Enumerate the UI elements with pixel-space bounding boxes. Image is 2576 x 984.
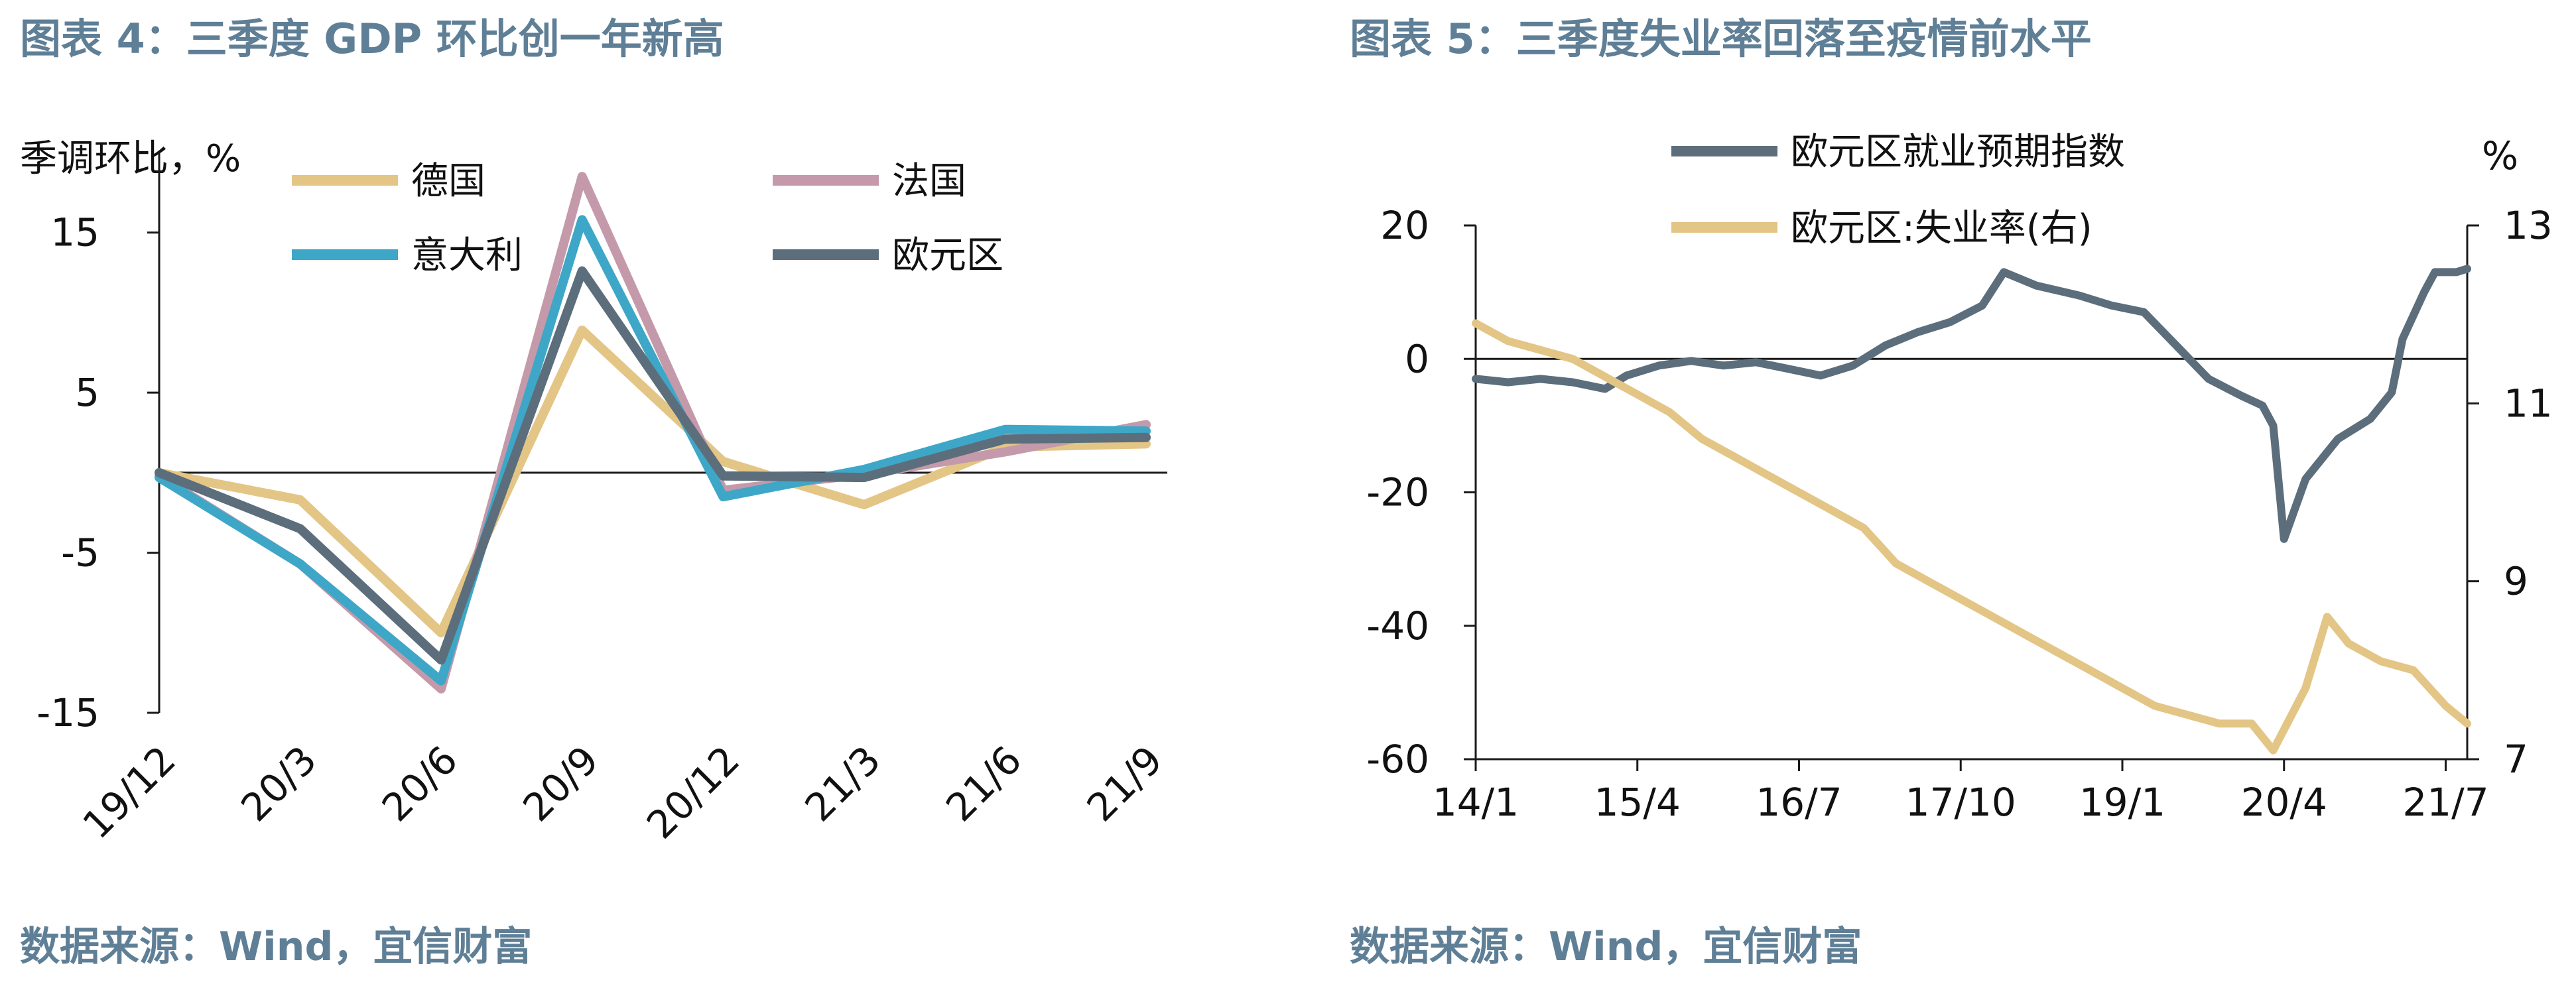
chart-5-x-ticks: 14/1 15/4 16/7 17/10 19/1 20/4 21/7 bbox=[1433, 759, 2489, 825]
chart-5-y-right-ticks: 13 11 9 7 bbox=[2467, 203, 2553, 782]
chart-4-xtick-label: 20/6 bbox=[373, 737, 466, 830]
chart-4-xtick-label: 20/9 bbox=[514, 737, 607, 830]
chart-5: 图表 5：三季度失业率回落至疫情前水平 % 20 0 -20 -40 -60 13 11 9… bbox=[1350, 15, 2553, 970]
chart-5-xtick-label: 15/4 bbox=[1594, 780, 1681, 825]
chart-5-title: 图表 5：三季度失业率回落至疫情前水平 bbox=[1350, 15, 2092, 63]
chart-4-legend-label-欧元区: 欧元区 bbox=[892, 234, 1003, 277]
chart-5-series bbox=[1472, 265, 2471, 755]
chart-4-series bbox=[155, 172, 1151, 694]
chart-4: 图表 4：三季度 GDP 环比创一年新高 季调环比，% 15 5 -5 -15 19/… bbox=[20, 15, 1171, 970]
chart-5-ytick-label: 0 bbox=[1405, 336, 1429, 381]
chart-4-ytick-label: -5 bbox=[61, 530, 99, 576]
chart-4-ytick-label: 15 bbox=[50, 210, 99, 255]
chart-4-xtick-label: 20/3 bbox=[232, 737, 325, 830]
chart-4-ylabel: 季调环比，% bbox=[20, 137, 241, 180]
chart-5-right-unit: % bbox=[2482, 133, 2518, 178]
chart-4-xtick-label: 21/9 bbox=[1078, 737, 1171, 830]
chart-5-source: 数据来源：Wind，宜信财富 bbox=[1350, 924, 1862, 970]
chart-4-ytick-label: -15 bbox=[36, 690, 99, 735]
chart-4-x-ticks: 19/12 20/3 20/6 20/9 20/12 21/3 21/6 21/9 bbox=[74, 737, 1171, 847]
chart-4-ytick-label: 5 bbox=[75, 370, 99, 415]
chart-5-legend: 欧元区就业预期指数 欧元区:失业率(右) bbox=[1671, 131, 2125, 250]
chart-5-xtick-label: 20/4 bbox=[2241, 780, 2327, 825]
chart-5-gridlines bbox=[1474, 225, 2469, 761]
chart-4-legend-label-德国: 德国 bbox=[411, 160, 485, 203]
chart-5-yrtick-label: 9 bbox=[2504, 559, 2528, 604]
chart-5-ytick-label: -60 bbox=[1366, 737, 1429, 782]
chart-5-xtick-label: 17/10 bbox=[1905, 780, 2016, 825]
chart-4-legend-label-法国: 法国 bbox=[892, 160, 966, 203]
chart-4-xtick-label: 21/3 bbox=[797, 737, 889, 830]
chart-5-y-ticks: 20 0 -20 -40 -60 bbox=[1366, 203, 1476, 782]
chart-4-source: 数据来源：Wind，宜信财富 bbox=[20, 924, 532, 970]
chart-5-ytick-label: -40 bbox=[1366, 603, 1429, 648]
chart-5-yrtick-label: 11 bbox=[2504, 381, 2553, 426]
chart-4-title: 图表 4：三季度 GDP 环比创一年新高 bbox=[20, 15, 724, 63]
chart-4-xtick-label: 19/12 bbox=[74, 737, 184, 847]
chart-5-xtick-label: 14/1 bbox=[1433, 780, 1519, 825]
chart-5-xtick-label: 16/7 bbox=[1756, 780, 1842, 825]
chart-5-series-line-employment-expectation bbox=[1472, 265, 2471, 543]
chart-5-yrtick-label: 7 bbox=[2504, 737, 2528, 782]
chart-5-xtick-label: 19/1 bbox=[2079, 780, 2165, 825]
chart-5-xtick-label: 21/7 bbox=[2402, 780, 2488, 825]
chart-4-xtick-label: 20/12 bbox=[638, 737, 748, 847]
chart-4-gridlines bbox=[158, 153, 1167, 713]
chart-5-legend-label-就业预期: 欧元区就业预期指数 bbox=[1791, 131, 2125, 174]
chart-5-series-line-unemployment bbox=[1472, 319, 2471, 755]
chart-5-legend-label-失业率: 欧元区:失业率(右) bbox=[1791, 207, 2093, 250]
chart-4-series-line-欧元区 bbox=[155, 266, 1151, 665]
chart-5-ytick-label: 20 bbox=[1380, 203, 1429, 248]
chart-4-legend-label-意大利: 意大利 bbox=[411, 234, 523, 277]
chart-5-yrtick-label: 13 bbox=[2504, 203, 2553, 248]
chart-4-y-ticks: 15 5 -5 -15 bbox=[36, 210, 159, 735]
chart-4-xtick-label: 21/6 bbox=[937, 737, 1030, 830]
chart-5-ytick-label: -20 bbox=[1366, 470, 1429, 515]
chart-4-series-line-意大利 bbox=[155, 215, 1151, 686]
chart-4-legend: 德国 法国 意大利 欧元区 bbox=[292, 160, 1003, 277]
